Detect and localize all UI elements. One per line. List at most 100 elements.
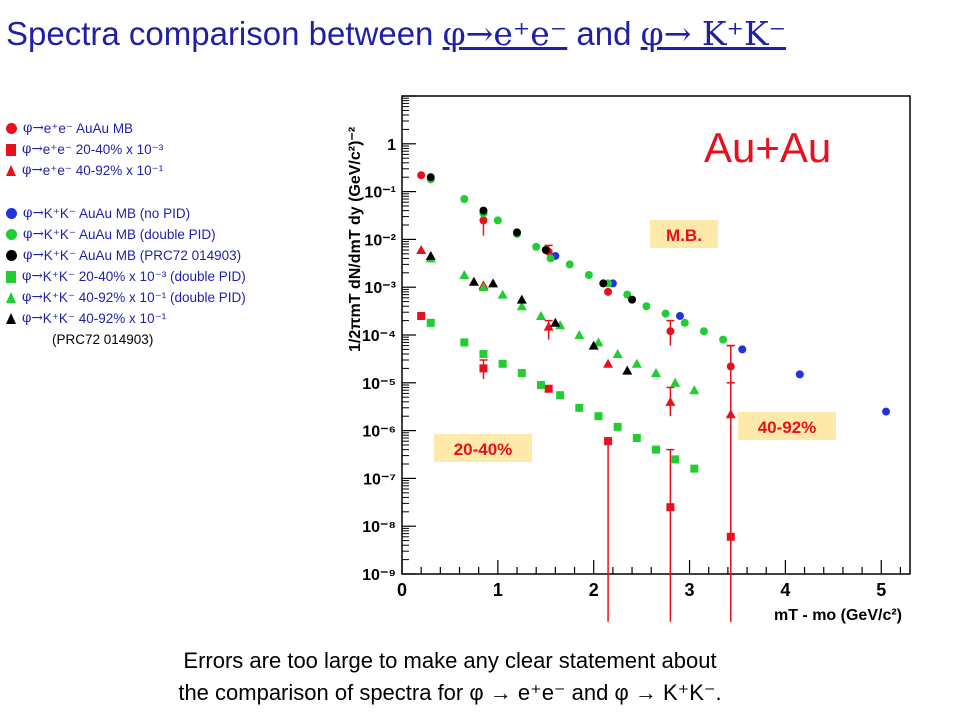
annotation-mb: M.B. — [666, 226, 702, 245]
data-point — [498, 359, 507, 368]
data-point — [584, 270, 593, 279]
data-point — [516, 301, 527, 311]
legend-item-ee-mb: φ → e⁺e⁻ AuAu MB — [6, 118, 246, 139]
x-tick-label: 1 — [493, 580, 503, 600]
y-tick-label: 10⁻⁸ — [362, 519, 396, 536]
plot-frame — [401, 95, 911, 575]
data-point — [417, 171, 426, 180]
data-point — [666, 503, 675, 512]
data-point — [550, 317, 561, 327]
data-point — [699, 327, 708, 336]
data-point — [588, 340, 599, 350]
data-point — [536, 380, 545, 389]
footnote: Errors are too large to make any clear s… — [0, 645, 900, 709]
legend-marker — [6, 292, 16, 303]
x-tick-label: 4 — [780, 580, 790, 600]
data-point — [493, 216, 502, 225]
x-tick-label: 2 — [589, 580, 599, 600]
legend-item-kk-mb-prc: φ → K⁺K⁻ AuAu MB (PRC72 014903) — [6, 245, 246, 266]
data-point — [556, 391, 565, 400]
data-point — [670, 377, 681, 387]
data-point — [543, 321, 554, 331]
data-point — [623, 290, 632, 299]
data-point — [604, 287, 613, 296]
legend-marker — [6, 143, 16, 156]
data-point — [416, 245, 427, 255]
data-point — [622, 365, 633, 375]
y-tick-label: 10⁻⁵ — [362, 376, 396, 393]
y-axis-label: 1/2πmT dN/dmT dy (GeV/c²)⁻² — [347, 127, 364, 352]
data-point — [725, 409, 736, 419]
y-tick-label: 1 — [387, 137, 396, 154]
annotation-mb-box — [650, 220, 718, 248]
data-point — [541, 246, 550, 255]
data-point — [594, 412, 603, 421]
data-point — [675, 311, 684, 320]
data-point — [651, 368, 661, 378]
annotation-20-40-box — [434, 434, 532, 462]
data-point — [642, 302, 651, 311]
data-point — [795, 370, 804, 379]
y-tick-label: 10⁻⁷ — [363, 471, 396, 488]
legend-item-kk-mb-doublepid: φ → K⁺K⁻ AuAu MB (double PID) — [6, 224, 246, 245]
data-point — [426, 318, 435, 327]
slide-title: Spectra comparison between φ→e⁺e⁻ and φ→… — [6, 14, 786, 53]
data-point — [719, 335, 728, 344]
legend-marker — [6, 208, 17, 219]
data-point — [613, 422, 622, 431]
data-point — [460, 338, 469, 347]
title-process-kk: φ→ K⁺K⁻ — [640, 14, 787, 53]
spectra-plot: 1 10⁻¹ 10⁻² 10⁻³ 10⁻⁴ 10⁻⁵ 10⁻⁶ 10⁻⁷ 10⁻⁸ 10⁻⁹0 1 2… — [347, 95, 911, 624]
title-process-ee: φ→e⁺e⁻ — [442, 14, 568, 53]
data-point — [425, 250, 436, 260]
legend-marker — [6, 270, 16, 283]
y-tick-label: 10⁻³ — [364, 280, 396, 297]
data-point — [565, 260, 574, 269]
data-point — [417, 311, 426, 320]
data-point — [468, 276, 479, 286]
legend-item-kk-4092-prc: φ → K⁺K⁻ 40-92% x 10⁻¹ — [6, 308, 246, 329]
annotation-40-92: 40-92% — [758, 418, 817, 437]
legend-item-kk-mb-nopid: φ → K⁺K⁻ AuAu MB (no PID) — [6, 203, 246, 224]
legend-item-ee-4092: φ → e⁺e⁻ 40-92% x 10⁻¹ — [6, 160, 246, 181]
data-point — [517, 369, 526, 378]
data-point — [665, 396, 676, 406]
legend-marker — [6, 165, 16, 176]
y-tick-label: 10⁻⁶ — [362, 424, 396, 441]
data-point — [478, 282, 489, 292]
y-tick-label: 10⁻⁹ — [362, 567, 396, 584]
data-point — [497, 289, 508, 299]
data-point — [599, 279, 608, 288]
data-point — [513, 228, 522, 237]
legend-item-kk-2040: φ → K⁺K⁻ 20-40% x 10⁻³ (double PID) — [6, 266, 246, 287]
data-point — [604, 437, 613, 446]
data-point — [532, 242, 541, 251]
x-tick-label: 3 — [685, 580, 695, 600]
data-point — [575, 403, 584, 412]
data-point — [726, 532, 735, 541]
footnote-line-1: Errors are too large to make any clear s… — [183, 648, 717, 673]
x-axis-label: mT - mo (GeV/c²) — [774, 607, 902, 624]
data-point — [516, 294, 527, 304]
annotation-20-40: 20-40% — [454, 440, 513, 459]
y-tick-label: 10⁻² — [364, 232, 396, 249]
data-point — [593, 337, 604, 347]
data-point — [726, 362, 735, 371]
data-point — [628, 295, 637, 304]
data-point — [460, 195, 469, 204]
data-point — [544, 384, 553, 393]
data-point — [661, 309, 670, 318]
legend-marker — [6, 250, 17, 261]
data-point — [631, 358, 642, 368]
data-point — [426, 173, 435, 182]
legend: φ → e⁺e⁻ AuAu MB φ → e⁺e⁻ 20-40% x 10⁻³ φ →… — [6, 118, 246, 350]
footnote-line-2: the comparison of spectra for φ → e⁺e⁻ a… — [178, 680, 722, 705]
legend-marker — [6, 313, 16, 324]
data-point — [666, 327, 675, 336]
title-text: Spectra comparison between — [6, 15, 443, 52]
data-point — [882, 407, 891, 416]
data-point — [632, 434, 641, 443]
data-point — [603, 358, 614, 368]
data-point — [671, 455, 680, 464]
data-point — [488, 278, 499, 288]
